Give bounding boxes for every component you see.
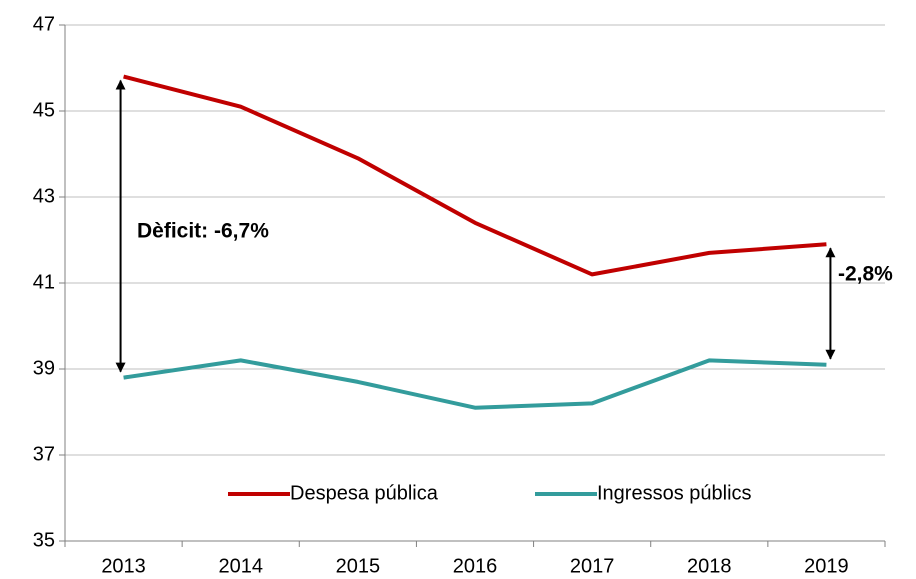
y-tick-label: 39	[33, 357, 55, 379]
x-tick-label: 2017	[570, 555, 615, 577]
x-tick-label: 2018	[687, 555, 732, 577]
annotation: Dèficit: -6,7%	[137, 220, 269, 243]
x-tick-label: 2016	[453, 555, 498, 577]
y-tick-label: 43	[33, 185, 55, 207]
x-tick-label: 2015	[336, 555, 381, 577]
legend-label: Ingressos públics	[597, 482, 752, 504]
y-tick-label: 35	[33, 529, 55, 551]
y-tick-label: 45	[33, 99, 55, 121]
series-line	[123, 358, 827, 410]
y-tick-label: 37	[33, 443, 55, 465]
annotation: -2,8%	[838, 263, 893, 286]
x-tick-label: 2013	[101, 555, 146, 577]
y-tick-label: 47	[33, 13, 55, 35]
series-line	[123, 74, 827, 277]
y-tick-label: 41	[33, 271, 55, 293]
x-tick-label: 2014	[218, 555, 263, 577]
legend-label: Despesa pública	[290, 482, 439, 504]
x-tick-label: 2019	[804, 555, 849, 577]
